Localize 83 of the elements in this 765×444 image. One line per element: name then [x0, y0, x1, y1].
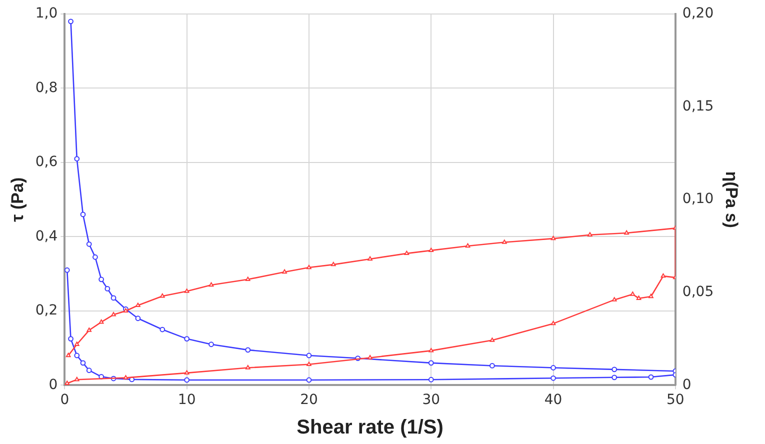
x-tick-label: 0 — [60, 392, 70, 408]
point — [74, 352, 80, 358]
point — [306, 352, 312, 358]
point — [550, 236, 556, 240]
x-tick-label: 30 — [422, 392, 440, 408]
y-axis-title: τ (Pa) — [8, 177, 27, 222]
point — [86, 328, 92, 332]
point — [612, 297, 617, 302]
x-axis-title: Shear rate (1/S) — [296, 416, 444, 439]
y2-tick-label: 0,15 — [682, 98, 714, 114]
x-tick-label: 10 — [178, 392, 196, 408]
y-tick-label: 0,2 — [35, 302, 58, 319]
point — [184, 377, 190, 383]
point — [86, 241, 92, 247]
point — [184, 288, 190, 293]
point — [490, 363, 495, 368]
y-tick-label: 0,8 — [35, 80, 58, 96]
point — [110, 295, 116, 301]
point — [465, 243, 470, 248]
point — [630, 292, 636, 296]
point — [80, 212, 86, 218]
point — [184, 370, 190, 375]
point — [550, 365, 556, 370]
point — [306, 362, 312, 366]
point — [502, 240, 507, 244]
point — [612, 374, 618, 380]
point — [368, 256, 372, 261]
point — [98, 276, 104, 282]
point — [74, 376, 80, 382]
point — [86, 368, 92, 374]
point — [306, 264, 312, 270]
point — [245, 276, 250, 282]
point — [588, 232, 592, 236]
point — [624, 230, 629, 235]
y2-axis-title: η(Pa s) — [722, 171, 742, 228]
point — [612, 366, 618, 372]
point — [404, 250, 410, 256]
point — [330, 262, 336, 266]
point — [160, 326, 166, 332]
point — [136, 302, 140, 307]
point — [245, 347, 251, 353]
point — [550, 375, 556, 381]
point — [92, 254, 98, 260]
point — [208, 342, 214, 348]
point — [636, 296, 642, 300]
point — [550, 320, 556, 326]
point — [648, 294, 654, 298]
point — [428, 360, 434, 366]
point — [80, 360, 86, 366]
point — [490, 338, 495, 342]
point — [74, 156, 80, 162]
point — [68, 18, 74, 24]
point — [184, 336, 190, 342]
point — [368, 355, 372, 360]
point — [660, 273, 666, 278]
y2-tick-label: 0 — [682, 376, 692, 393]
x-tick-label: 40 — [544, 392, 562, 408]
point — [428, 376, 434, 382]
point — [104, 286, 110, 292]
y-tick-label: 0 — [48, 376, 58, 393]
point — [74, 342, 80, 346]
point — [428, 248, 434, 252]
point — [111, 312, 116, 316]
point — [282, 269, 287, 274]
point — [68, 336, 74, 342]
y2-tick-label: 0,05 — [682, 284, 714, 300]
point — [245, 365, 250, 370]
point — [208, 282, 214, 287]
x-tick-label: 50 — [666, 392, 684, 408]
point — [306, 377, 312, 383]
point — [428, 348, 434, 352]
y-tick-label: 0,6 — [35, 154, 58, 170]
y-tick-label: 1,0 — [35, 6, 58, 22]
point — [64, 267, 70, 273]
point — [135, 316, 141, 322]
y2-tick-label: 0,10 — [682, 191, 714, 208]
point — [648, 374, 654, 380]
point — [123, 375, 128, 380]
point — [98, 319, 104, 324]
y2-tick-label: 0,20 — [682, 6, 714, 22]
x-tick-label: 20 — [300, 392, 318, 408]
point — [160, 293, 165, 298]
y-tick-label: 0,4 — [35, 228, 58, 244]
